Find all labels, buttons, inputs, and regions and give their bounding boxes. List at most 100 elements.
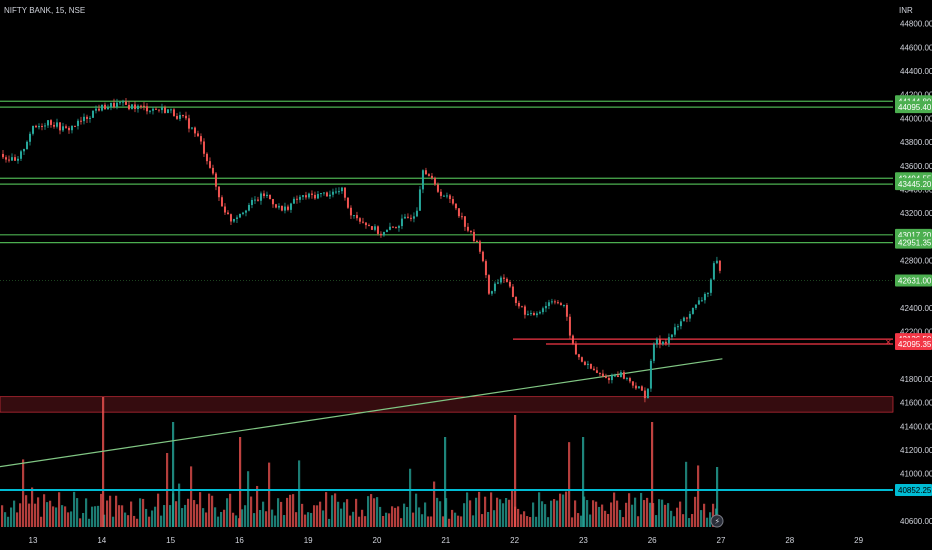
candle-body (274, 204, 277, 208)
candle-body (628, 378, 631, 382)
candle-body (163, 107, 166, 113)
volume-bar (55, 507, 58, 527)
candle-body (397, 226, 400, 228)
candle-body (166, 109, 169, 113)
candle-body (580, 357, 583, 362)
volume-bar (118, 505, 121, 527)
volume-bar (601, 504, 604, 527)
volume-bar (304, 514, 307, 527)
volume-bar (544, 504, 547, 527)
candle-body (382, 232, 385, 236)
time-tick-label: 16 (235, 536, 244, 545)
lightning-icon[interactable]: ⚡ (710, 514, 724, 528)
volume-bar (322, 510, 325, 527)
candle-body (7, 159, 10, 161)
candle-body (130, 104, 133, 110)
volume-bar (688, 518, 691, 527)
candle-body (154, 108, 157, 110)
candle-body (454, 203, 457, 209)
volume-bar (400, 518, 403, 527)
candle-body (544, 305, 547, 309)
price-badge (895, 101, 932, 114)
candle-body (19, 151, 22, 159)
volume-bar (193, 500, 196, 527)
candle-body (457, 208, 460, 217)
volume-bar (604, 510, 607, 527)
candle-body (139, 105, 142, 107)
price-badge-label: 43017.20 (898, 231, 932, 240)
candle-body (373, 226, 376, 230)
candle-body (340, 187, 343, 192)
volume-bar (649, 502, 652, 527)
volume-bar (250, 496, 253, 527)
volume-bar (478, 491, 481, 527)
time-tick-label: 15 (166, 536, 175, 545)
volume-bar (184, 504, 187, 527)
volume-bar (511, 490, 514, 527)
candle-body (679, 321, 682, 327)
volume-bar (349, 515, 352, 527)
candle-body (688, 313, 691, 319)
volume-bar (541, 501, 544, 527)
candle-body (148, 110, 151, 112)
volume-bar (562, 494, 565, 527)
candle-body (61, 126, 64, 131)
volume-bar (151, 510, 154, 527)
candle-body (112, 102, 115, 107)
volume-bar (592, 500, 595, 527)
volume-bar (4, 512, 7, 527)
volume-bar (316, 505, 319, 527)
volume-bar (451, 509, 454, 527)
candle-body (127, 104, 130, 110)
volume-bar (370, 494, 373, 527)
price-tick-label: 44800.00 (900, 20, 932, 29)
volume-bar (85, 498, 88, 527)
volume-bar (373, 498, 376, 527)
volume-bar (565, 491, 568, 527)
candle-body (493, 283, 496, 292)
candle-body (409, 217, 412, 219)
candle-body (115, 102, 118, 107)
volume-bar (220, 511, 223, 527)
candle-body (691, 307, 694, 314)
volume-bar (391, 506, 394, 527)
candle-body (184, 115, 187, 119)
volume-bar (355, 498, 358, 527)
volume-bar (364, 516, 367, 527)
candle-body (517, 302, 520, 307)
candle-body (508, 281, 511, 287)
candle-body (106, 107, 109, 110)
candle-body (637, 386, 640, 389)
volume-bar (538, 492, 541, 527)
volume-bar (190, 466, 193, 527)
volume-bar (145, 508, 148, 527)
volume-bar (133, 515, 136, 527)
volume-bar (253, 513, 256, 527)
volume-bar (19, 503, 22, 527)
price-tick-label: 43200.00 (900, 209, 932, 218)
candle-body (91, 110, 94, 118)
chart-title: NIFTY BANK, 15, NSE (4, 6, 85, 15)
candle-body (610, 375, 613, 381)
candle-body (418, 189, 421, 211)
volume-bar (463, 503, 466, 527)
volume-bar (121, 505, 124, 527)
candle-body (448, 195, 451, 200)
candle-body (343, 187, 346, 198)
candle-body (256, 199, 259, 201)
volume-bar (163, 505, 166, 527)
candle-body (529, 313, 532, 315)
candle-body (595, 370, 598, 373)
volume-bar (7, 516, 10, 527)
candle-body (673, 327, 676, 335)
candle-body (613, 375, 616, 377)
candle-body (10, 157, 13, 161)
volume-bar (691, 514, 694, 527)
candle-body (370, 226, 373, 230)
volume-bar (235, 515, 238, 527)
candle-body (547, 302, 550, 306)
candle-body (235, 217, 238, 219)
candle-body (253, 199, 256, 201)
candle-body (481, 251, 484, 262)
